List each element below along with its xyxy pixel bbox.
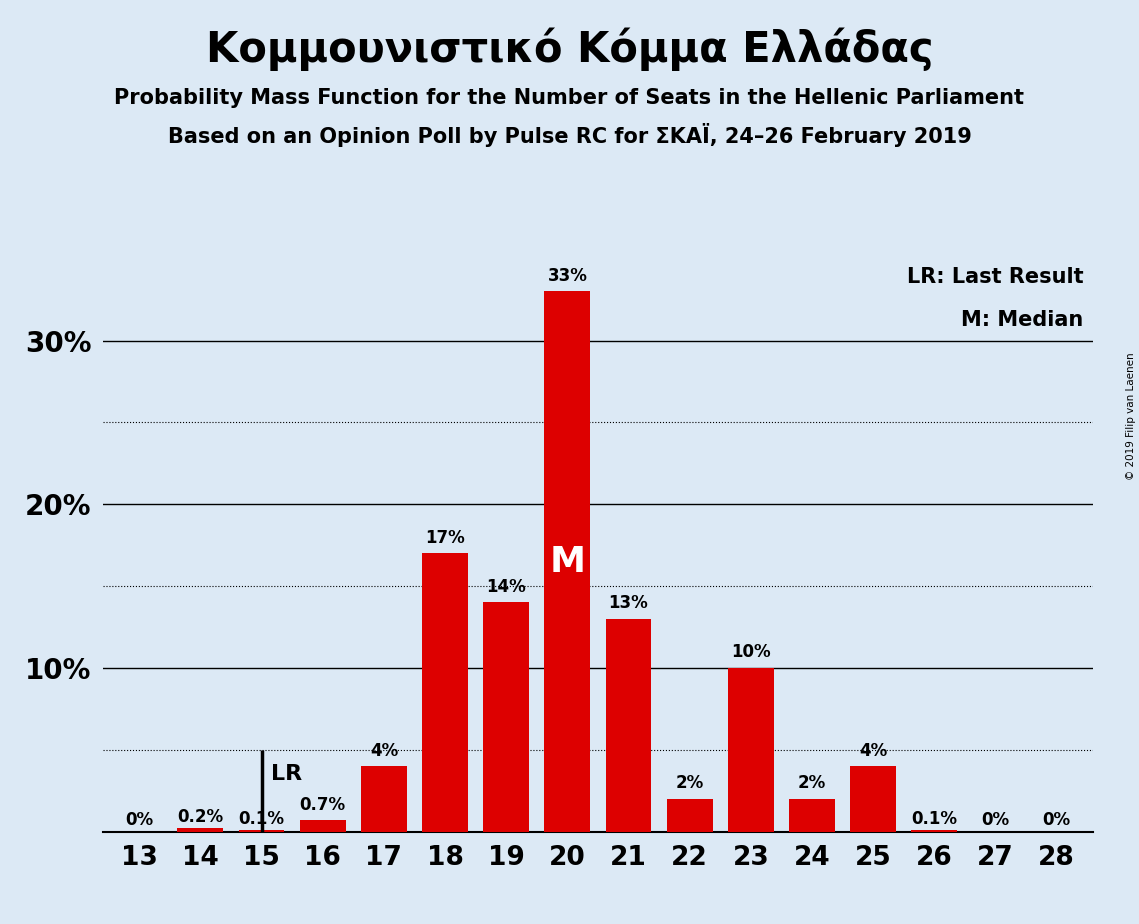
- Text: Based on an Opinion Poll by Pulse RC for ΣΚΑΪ, 24–26 February 2019: Based on an Opinion Poll by Pulse RC for…: [167, 123, 972, 147]
- Bar: [423, 553, 468, 832]
- Text: 33%: 33%: [548, 267, 588, 285]
- Text: 14%: 14%: [486, 578, 526, 596]
- Text: M: Median: M: Median: [961, 310, 1083, 330]
- Text: 4%: 4%: [370, 742, 398, 760]
- Bar: [238, 830, 285, 832]
- Text: 0.2%: 0.2%: [178, 808, 223, 826]
- Bar: [361, 766, 407, 832]
- Text: 4%: 4%: [859, 742, 887, 760]
- Bar: [911, 830, 958, 832]
- Bar: [666, 799, 713, 832]
- Text: 0.1%: 0.1%: [911, 809, 958, 828]
- Text: © 2019 Filip van Laenen: © 2019 Filip van Laenen: [1126, 352, 1136, 480]
- Text: 0.7%: 0.7%: [300, 796, 346, 814]
- Bar: [178, 828, 223, 832]
- Text: 13%: 13%: [608, 594, 648, 613]
- Bar: [544, 291, 590, 832]
- Text: M: M: [549, 544, 585, 578]
- Text: 0%: 0%: [982, 811, 1009, 829]
- Bar: [300, 821, 345, 832]
- Text: 2%: 2%: [798, 774, 826, 792]
- Text: 2%: 2%: [675, 774, 704, 792]
- Bar: [483, 602, 530, 832]
- Text: 0.1%: 0.1%: [238, 809, 285, 828]
- Text: LR: Last Result: LR: Last Result: [907, 267, 1083, 287]
- Text: 10%: 10%: [731, 643, 771, 662]
- Text: Κομμουνιστικό Κόμμα Ελλάδας: Κομμουνιστικό Κόμμα Ελλάδας: [206, 28, 933, 71]
- Text: 0%: 0%: [125, 811, 154, 829]
- Text: Probability Mass Function for the Number of Seats in the Hellenic Parliament: Probability Mass Function for the Number…: [115, 88, 1024, 108]
- Text: 17%: 17%: [425, 529, 465, 547]
- Text: 0%: 0%: [1042, 811, 1071, 829]
- Bar: [789, 799, 835, 832]
- Bar: [728, 668, 773, 832]
- Bar: [606, 619, 652, 832]
- Text: LR: LR: [271, 764, 302, 784]
- Bar: [851, 766, 896, 832]
